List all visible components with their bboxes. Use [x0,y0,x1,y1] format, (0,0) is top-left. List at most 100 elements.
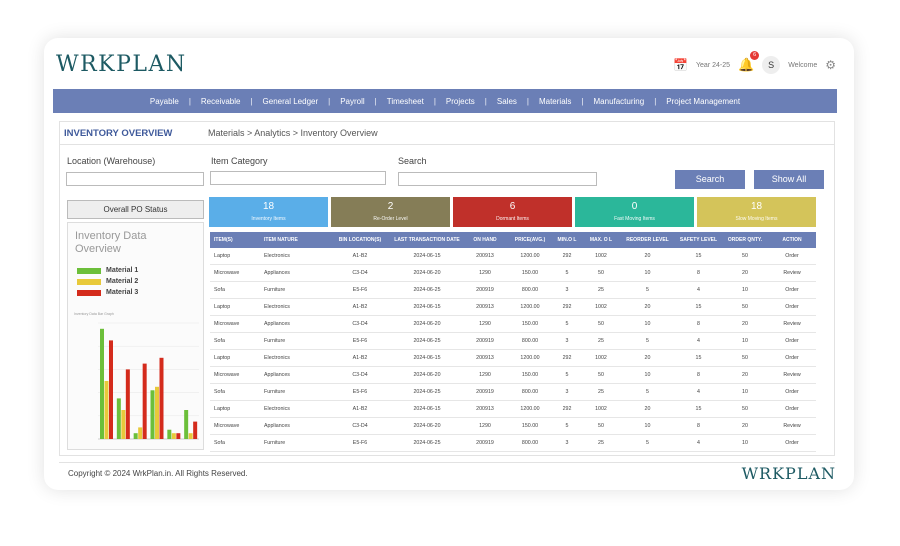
column-header[interactable]: BIN LOCATION(S) [338,237,382,243]
table-cell: 1290 [479,321,491,327]
table-row[interactable]: Sofa Furniture E5-F6 2024-06-25 200919 800.00… [210,384,816,401]
gear-icon[interactable]: ⚙ [825,58,836,72]
nav-separator: | [328,96,331,106]
column-header[interactable]: ORDER QNTY. [727,237,763,243]
nav-item-projects[interactable]: Projects [445,96,475,106]
action-link[interactable]: Review [783,372,801,378]
table-row[interactable]: Microwave Appliances C3-D4 2024-06-20 1290 15… [210,316,816,333]
table-row[interactable]: Laptop Electronics A1-B2 2024-06-15 200913 12… [210,401,816,418]
search-input[interactable] [398,172,597,186]
table-cell: Appliances [264,372,290,378]
table-cell: 50 [742,406,748,412]
table-cell: 200919 [476,440,494,446]
table-row[interactable]: Sofa Furniture E5-F6 2024-06-25 200919 800.00… [210,282,816,299]
app-logo[interactable]: WRKPLAN [56,52,187,77]
table-cell: 150.00 [521,423,539,429]
calendar-icon[interactable]: 📅 [673,58,688,72]
welcome-text: Welcome [788,61,818,69]
footer-logo: WRKPLAN [741,464,836,483]
action-link[interactable]: Review [783,270,801,276]
table-row[interactable]: Sofa Furniture E5-F6 2024-06-25 200919 800.00… [210,333,816,350]
table-row[interactable]: Microwave Appliances C3-D4 2024-06-20 1290 15… [210,367,816,384]
column-header[interactable]: ON HAND [473,237,497,243]
column-header[interactable]: SAFETY LEVEL [679,237,718,243]
location-input[interactable] [66,172,204,186]
nav-item-receivable[interactable]: Receivable [200,96,241,106]
inventory-table: ITEM(S) ITEM NATURE BIN LOCATION(S) LAST TR… [210,232,816,452]
action-link[interactable]: Order [785,389,799,395]
table-cell: 1200.00 [520,253,540,259]
bar-material-1 [116,398,121,439]
action-link[interactable]: Order [785,338,799,344]
table-cell: 1200.00 [520,355,540,361]
search-button[interactable]: Search [675,170,745,189]
column-header[interactable]: MAX. O L [589,237,613,243]
action-link[interactable]: Order [785,304,799,310]
table-row[interactable]: Laptop Electronics A1-B2 2024-06-15 200913 12… [210,299,816,316]
column-header[interactable]: LAST TRANSACTION DATE [394,237,460,243]
action-link[interactable]: Review [783,321,801,327]
nav-item-sales[interactable]: Sales [496,96,517,106]
table-cell: 1002 [595,253,607,259]
table-cell: 25 [598,440,604,446]
table-cell: 2024-06-25 [413,338,441,344]
table-cell: 292 [562,355,572,361]
table-row[interactable]: Sofa Furniture E5-F6 2024-06-25 200919 800.00… [210,435,816,452]
action-link[interactable]: Order [785,287,799,293]
table-cell: 200913 [476,253,494,259]
bar-material-2 [155,386,159,439]
fiscal-year[interactable]: Year 24-25 [696,61,730,69]
column-header[interactable]: ITEM(S) [214,237,233,243]
table-cell: C3-D4 [352,423,368,429]
nav-item-payable[interactable]: Payable [149,96,179,106]
breadcrumb[interactable]: Materials > Analytics > Inventory Overvi… [208,128,378,138]
column-header[interactable]: MIN.O L [557,237,577,243]
summary-card[interactable]: 0 Fast Moving Items [575,197,694,227]
table-cell: 200913 [476,406,494,412]
action-link[interactable]: Order [785,406,799,412]
summary-card[interactable]: 18 Slow Moving Items [697,197,816,227]
action-link[interactable]: Order [785,253,799,259]
table-cell: 10 [742,287,748,293]
inventory-chart: Inventory Data Overview Material 1 Materi… [67,222,204,450]
legend-entry: Material 3 [77,287,138,298]
table-row[interactable]: Microwave Appliances C3-D4 2024-06-20 1290 15… [210,418,816,435]
action-link[interactable]: Review [783,423,801,429]
show-all-button[interactable]: Show All [754,170,824,189]
table-row[interactable]: Laptop Electronics A1-B2 2024-06-15 200913 12… [210,248,816,265]
nav-item-payroll[interactable]: Payroll [340,96,365,106]
nav-item-materials[interactable]: Materials [538,96,572,106]
app-window: WRKPLAN 📅 Year 24-25 🔔 6 S Welcome ⚙ Paya… [44,38,854,490]
table-cell: A1-B2 [352,406,368,412]
table-cell: Furniture [264,440,286,446]
table-cell: 1290 [479,423,491,429]
table-row[interactable]: Laptop Electronics A1-B2 2024-06-15 200913 12… [210,350,816,367]
table-cell: Microwave [214,321,240,327]
summary-card[interactable]: 6 Dormant Items [453,197,572,227]
table-cell: Sofa [214,287,225,293]
bell-icon[interactable]: 🔔 6 [738,51,760,73]
column-header[interactable]: PRICE(AVG.) [514,237,546,243]
page-title: INVENTORY OVERVIEW [64,128,173,139]
nav-separator: | [250,96,253,106]
location-label: Location (Warehouse) [67,156,156,166]
column-header[interactable]: ACTION [782,237,802,243]
table-cell: 5 [646,338,649,344]
nav-item-project-management[interactable]: Project Management [666,96,741,106]
nav-item-manufacturing[interactable]: Manufacturing [593,96,645,106]
avatar[interactable]: S [762,56,781,74]
table-row[interactable]: Microwave Appliances C3-D4 2024-06-20 1290 15… [210,265,816,282]
summary-card[interactable]: 18 Inventory Items [209,197,328,227]
table-cell: 1002 [595,355,607,361]
nav-item-general-ledger[interactable]: General Ledger [262,96,319,106]
table-cell: 15 [695,406,702,412]
table-cell: C3-D4 [352,372,368,378]
summary-card[interactable]: 2 Re-Order Level [331,197,450,227]
table-cell: Sofa [214,389,225,395]
action-link[interactable]: Order [785,440,799,446]
action-link[interactable]: Order [785,355,799,361]
nav-item-timesheet[interactable]: Timesheet [386,96,424,106]
column-header[interactable]: REORDER LEVEL [626,237,669,243]
category-input[interactable] [210,171,386,185]
column-header[interactable]: ITEM NATURE [264,237,298,243]
